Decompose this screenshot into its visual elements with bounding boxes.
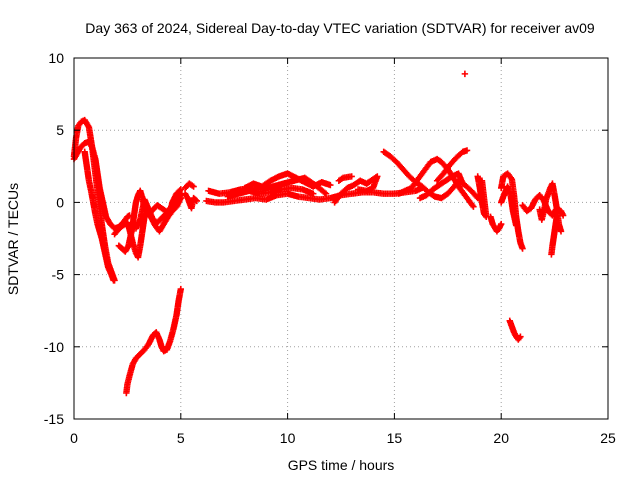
series-seg-za [548,213,560,258]
series-seg-s [433,147,471,184]
series-outlier [461,70,469,78]
series-seg-c [81,148,117,284]
series-seg-l [224,184,317,200]
series-seg-w [498,183,520,229]
x-tick-labels: 0 5 10 15 20 25 [70,430,616,446]
axis-ticks [73,57,609,420]
y-tick-label: 0 [56,194,64,210]
series-seg-i [181,180,197,192]
series-seg-r [416,170,466,202]
y-tick-label: -10 [44,339,64,355]
y-tick-label: -5 [52,267,65,283]
y-tick-labels: -15 -10 -5 0 5 10 [44,50,64,427]
x-tick-label: 15 [387,430,403,446]
chart-title: Day 363 of 2024, Sidereal Day-to-day VTE… [85,20,595,36]
y-tick-label: -15 [44,411,64,427]
x-tick-label: 0 [70,430,78,446]
series-seg-t [474,173,490,221]
plot-frame [73,57,609,420]
series-seg-h [181,190,201,212]
series-seg-x [506,317,524,343]
y-axis-label: SDTVAR / TECUs [5,183,21,295]
series-seg-f [132,190,186,232]
series-seg-m [241,170,334,192]
series-seg-n [331,173,381,206]
series-seg-g [123,285,184,397]
x-tick-label: 10 [280,430,296,446]
series-seg-u [487,213,505,235]
data-marks [70,70,567,397]
x-axis-label: GPS time / hours [288,457,395,473]
series-seg-o [335,173,355,184]
y-tick-label: 5 [56,122,64,138]
x-tick-label: 25 [600,430,616,446]
x-tick-label: 5 [177,430,185,446]
x-tick-label: 20 [493,430,509,446]
y-tick-label: 10 [48,50,64,66]
